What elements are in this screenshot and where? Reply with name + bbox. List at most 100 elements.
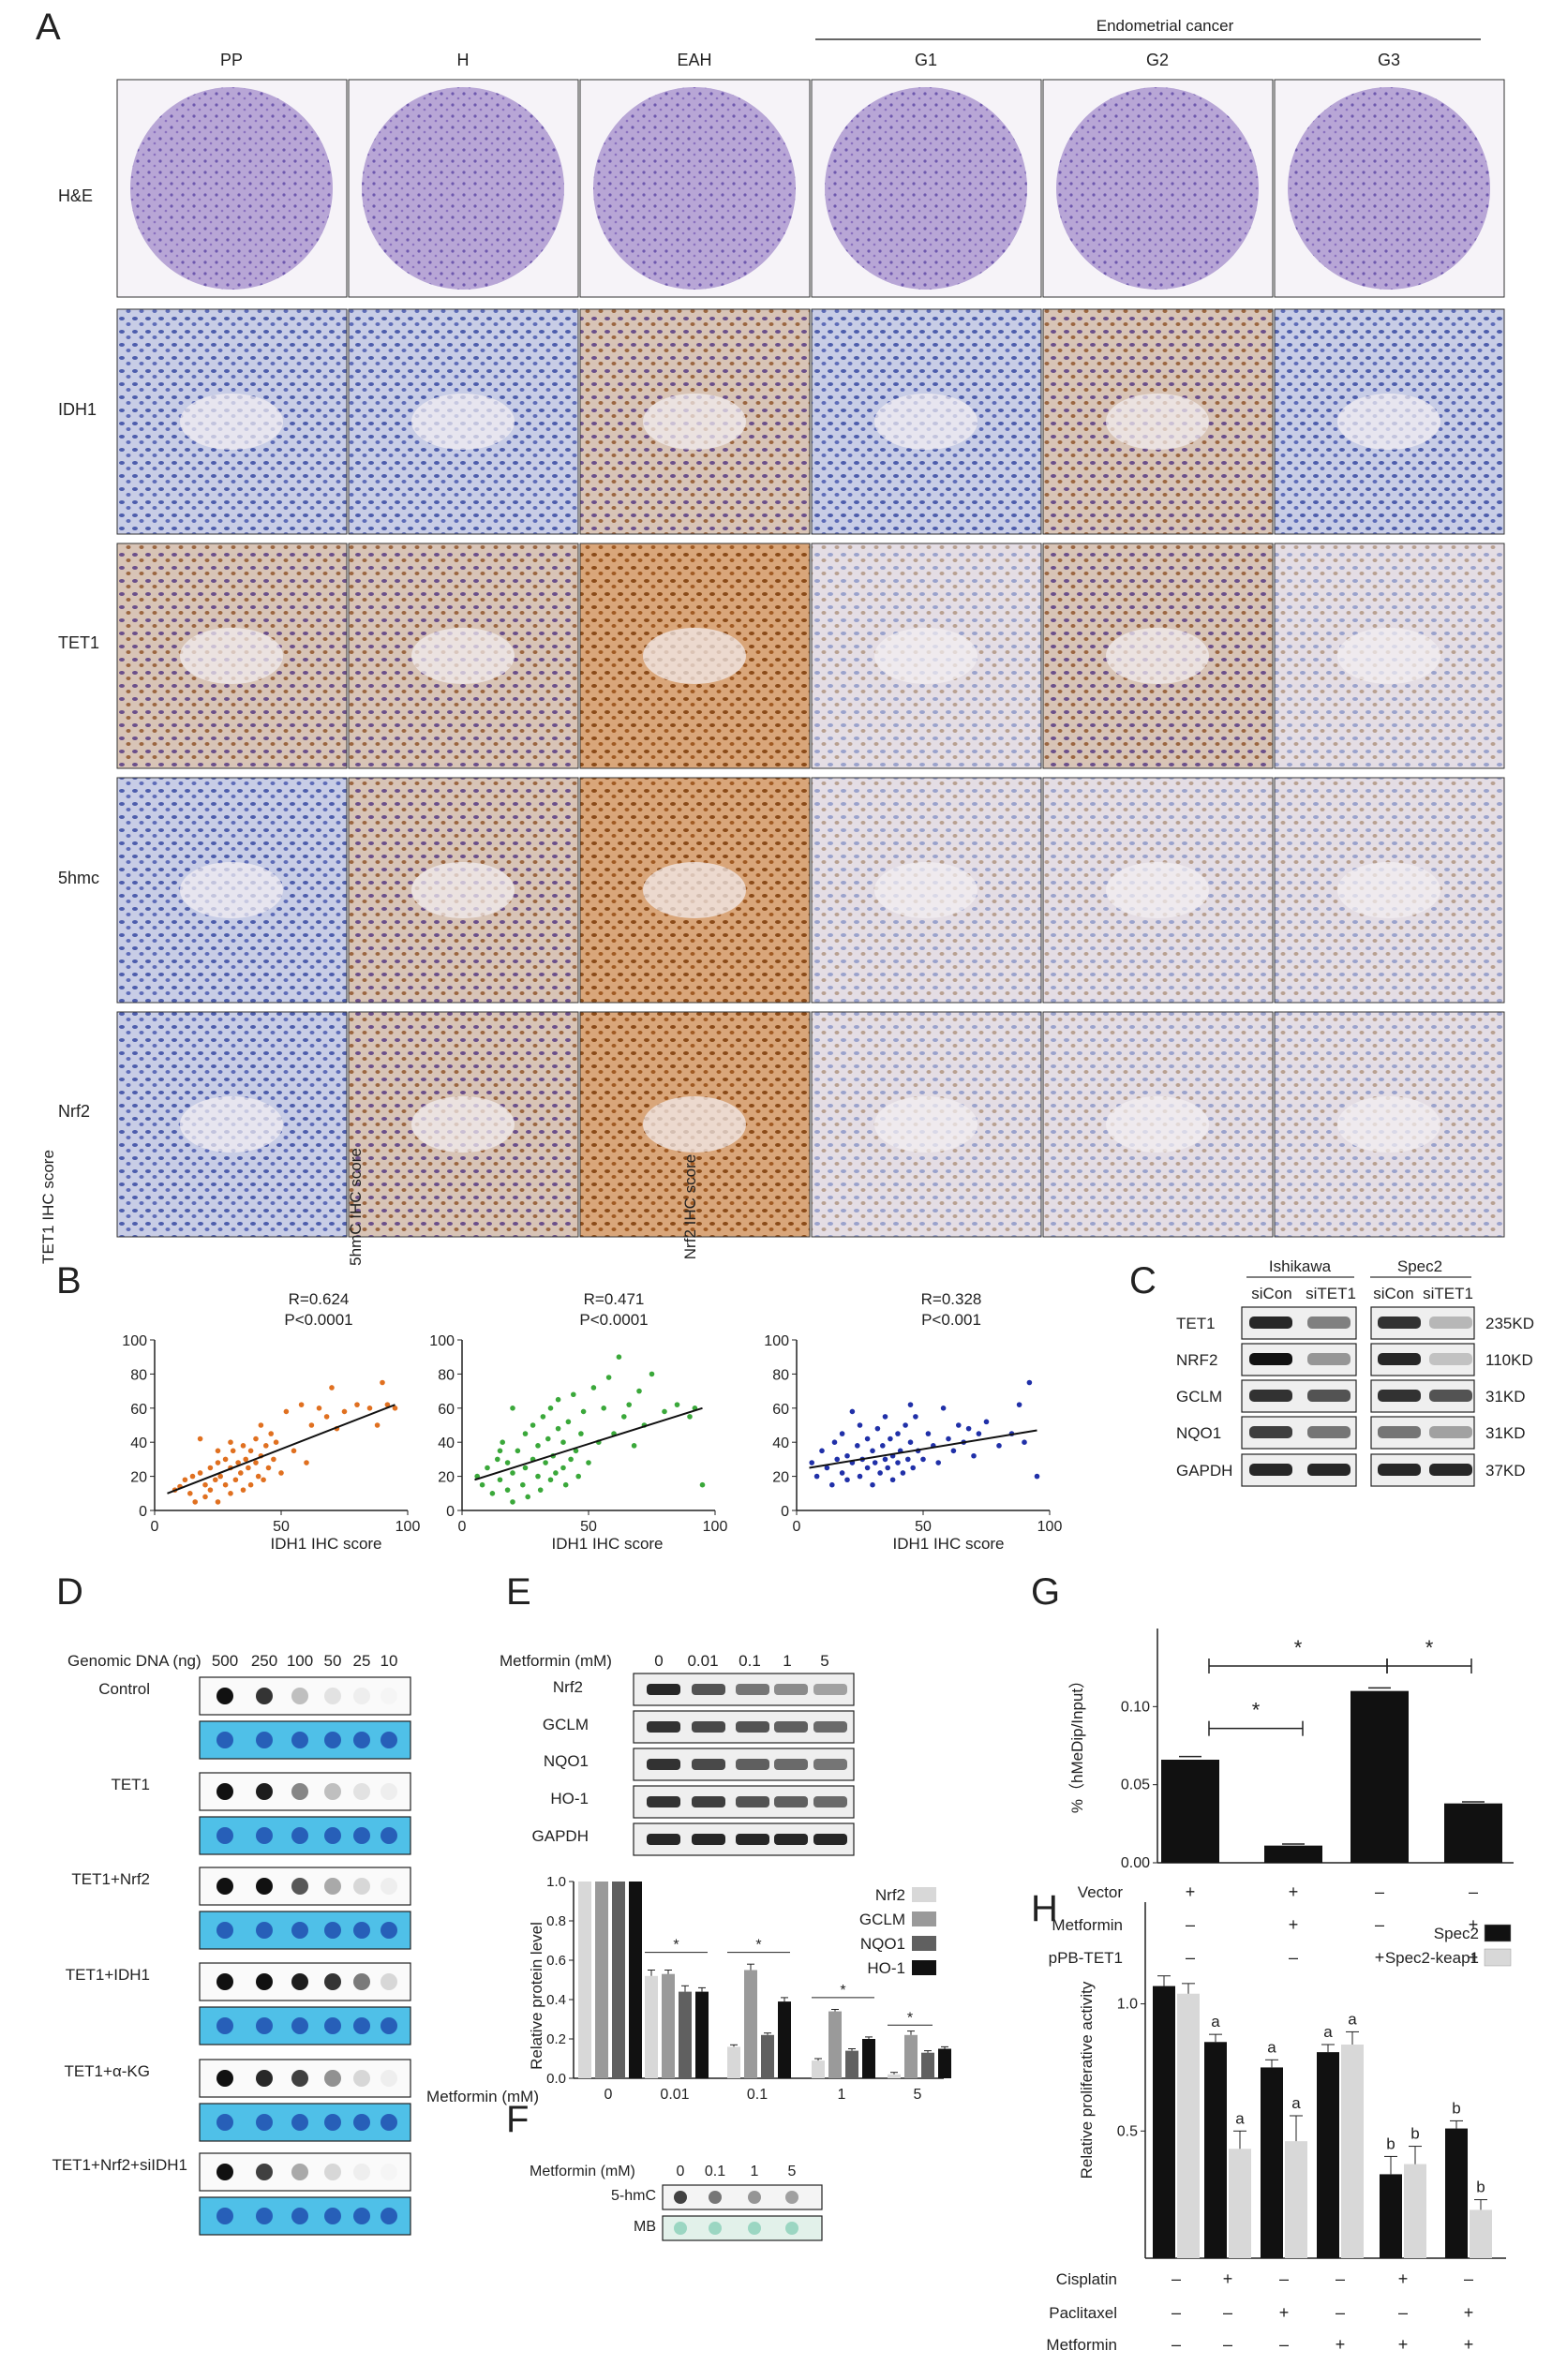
he-tissue-core-5: [1288, 87, 1490, 290]
dot-d-mb-dot: [256, 2208, 273, 2224]
f-row-5hmc: 5-hmC: [611, 2188, 656, 2204]
dot-d-strip-hmc-0: [199, 1676, 411, 1716]
scatter2-point: [819, 1448, 825, 1454]
dot-d-hmc-dot: [216, 2070, 233, 2087]
dot-d-mb-dot: [291, 2114, 308, 2131]
e-bar-nqo1: [921, 2052, 934, 2078]
blot-c-label-nrf2: NRF2: [1176, 1351, 1217, 1369]
scatter1-ytick-label: 60: [438, 1402, 455, 1418]
scatter1-ytick-label: 40: [438, 1435, 455, 1451]
h-y-axis-label: Relative proliferative activity: [1078, 1981, 1096, 2179]
ihc-gland-lumen-r4-c2: [643, 1096, 746, 1153]
scatter0-point: [202, 1494, 208, 1500]
e-bar-nqo1: [845, 2050, 858, 2078]
scatter1-point: [636, 1388, 642, 1394]
e-bar-ho-1: [778, 2001, 791, 2078]
blot-c-size-0: 235KD: [1485, 1315, 1534, 1332]
panel-g-bar-chart: %（hMeDip/Input） Vector Metformin pPB-TET…: [1049, 1629, 1514, 1967]
e-sig-star: *: [907, 2010, 913, 2026]
h-sign: –: [1223, 2303, 1232, 2322]
scatter1-point: [674, 1402, 680, 1407]
scatter0-point: [354, 1402, 360, 1407]
g-ytick-label: 0.05: [1121, 1778, 1150, 1793]
dot-f-mb-dot: [785, 2222, 798, 2235]
dot-d-hmc-dot: [216, 1973, 233, 1990]
h-sign: +: [1223, 2269, 1233, 2288]
dot-d-mb-dot: [381, 2114, 397, 2131]
h-sign: +: [1398, 2269, 1409, 2288]
scatter2-point: [983, 1419, 990, 1425]
amount-25: 25: [353, 1652, 371, 1670]
dot-d-hmc-dot: [291, 2164, 308, 2180]
plot3-y-axis-label: Nrf2 IHC score: [681, 1154, 699, 1259]
scatter0-ytick-label: 60: [130, 1402, 147, 1418]
e-chart-ytick-label: 1.0: [546, 1874, 566, 1890]
ihc-gland-lumen-r2-c0: [180, 628, 283, 684]
scatter1-point: [555, 1425, 561, 1432]
scatter0-point: [215, 1448, 221, 1454]
scatter0-point: [222, 1456, 229, 1463]
blot-e-band: [736, 1796, 769, 1807]
blot-e-band: [774, 1834, 808, 1845]
e-legend-swatch-gclm: [912, 1911, 936, 1926]
h-legend-label-spec2-keap1: Spec2-keap1: [1385, 1949, 1479, 1967]
scatter1-point: [522, 1465, 529, 1471]
dot-d-hmc-dot: [216, 1688, 233, 1704]
e-bar-nrf2: [645, 1975, 658, 2078]
scatter2-point: [920, 1456, 926, 1463]
dot-d-hmc-dot: [291, 2070, 308, 2087]
scatter1-point: [485, 1465, 490, 1471]
dot-d-hmc-dot: [291, 1973, 308, 1990]
e-bar-gclm: [595, 1882, 608, 2078]
plot3-p-value: P<0.001: [921, 1311, 981, 1329]
e-chart-ytick-label: 0.2: [546, 2031, 566, 2047]
dose-e-1: 1: [783, 1652, 791, 1670]
ihc-gland-lumen-r1-c1: [411, 394, 515, 450]
scatter1-point: [525, 1494, 530, 1500]
blot-e-band: [813, 1834, 847, 1845]
panel-label-f: F: [506, 2099, 529, 2140]
scatter2-point: [864, 1435, 871, 1442]
e-bar-nqo1: [612, 1882, 625, 2078]
g-bar: [1264, 1845, 1322, 1863]
e-chart-xtick-label: 0.01: [660, 2087, 689, 2103]
scatter2-point: [809, 1460, 814, 1465]
dot-d-hmc-dot: [353, 2164, 370, 2180]
scatter2-point: [857, 1422, 863, 1428]
scatter2-point: [880, 1443, 886, 1449]
scatter0-point: [235, 1460, 241, 1465]
dot-d-mb-dot: [353, 2208, 370, 2224]
blot-e-band: [647, 1759, 680, 1770]
dot-d-hmc-dot: [381, 1783, 397, 1800]
he-tissue-core-4: [1056, 87, 1259, 290]
scatter2-point: [839, 1431, 845, 1436]
dot-d-hmc-dot: [256, 1688, 273, 1704]
scatter0-point: [189, 1473, 196, 1480]
e-chart-xtick-label: 5: [914, 2087, 922, 2103]
h-sign: +: [1398, 2335, 1409, 2354]
scatter1-point: [621, 1414, 627, 1420]
dot-d-strip-hmc-5: [199, 2152, 411, 2192]
scatter2-point: [946, 1435, 951, 1442]
scatter0-point: [253, 1435, 259, 1442]
scatter1-point: [580, 1408, 587, 1415]
scatter2-point: [935, 1460, 941, 1465]
h-row-cisplatin: Cisplatin: [1056, 2270, 1117, 2288]
scatter2-point: [940, 1406, 947, 1411]
scatter0-point: [217, 1473, 223, 1480]
panel-d-dot-blot: Genomic DNA (ng) 500 250 100 50 25 10 Co…: [52, 1652, 411, 2236]
blot-c-size-4: 37KD: [1485, 1462, 1526, 1480]
scatter0-point: [392, 1406, 398, 1411]
blot-e-band: [647, 1796, 680, 1807]
e-bar-gclm: [662, 1973, 675, 2078]
metformin-header-f: Metformin (mM): [530, 2164, 635, 2179]
scatter0-point: [240, 1487, 246, 1493]
scatter2-point: [849, 1408, 856, 1415]
scatter2-point: [1034, 1473, 1040, 1480]
scatter2-point: [844, 1452, 850, 1459]
e-bar-nrf2: [578, 1882, 591, 2078]
blot-c-size-1: 110KD: [1485, 1351, 1533, 1369]
column-label-h: H: [457, 51, 470, 69]
e-bar-nqo1: [761, 2034, 774, 2078]
h-ytick-label: 0.5: [1117, 2123, 1138, 2139]
